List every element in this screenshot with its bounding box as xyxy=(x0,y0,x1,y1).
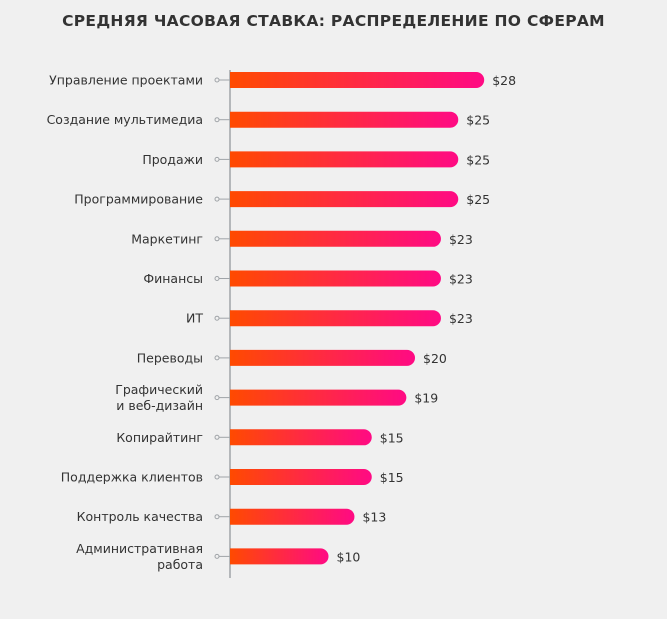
value-label: $25 xyxy=(466,152,490,167)
value-label: $23 xyxy=(449,272,473,287)
category-label: Управление проектами xyxy=(49,73,203,88)
connector-dot xyxy=(214,474,220,480)
category-label: Переводы xyxy=(137,350,203,365)
category-label: ИТ xyxy=(186,311,203,326)
category-label-line: Программирование xyxy=(74,192,203,207)
value-label: $25 xyxy=(466,113,490,128)
value-label: $23 xyxy=(449,232,473,247)
category-label: Программирование xyxy=(74,192,203,207)
connector-dot xyxy=(214,236,220,242)
bar xyxy=(230,191,459,208)
bar xyxy=(230,270,441,287)
category-label-line: Поддержка клиентов xyxy=(61,470,203,485)
bar xyxy=(230,111,459,128)
value-label: $25 xyxy=(466,192,490,207)
value-label: $19 xyxy=(414,391,438,406)
value-label: $20 xyxy=(423,351,447,366)
connector-dot xyxy=(214,196,220,202)
connector-dot xyxy=(214,395,220,401)
connector-dot xyxy=(214,514,220,520)
bar xyxy=(230,151,459,168)
connector-dot xyxy=(214,315,220,321)
category-label: Поддержка клиентов xyxy=(61,470,203,485)
category-label-line: Создание мультимедиа xyxy=(47,112,203,127)
category-label-line: Управление проектами xyxy=(49,73,203,88)
value-label: $15 xyxy=(380,430,404,445)
category-label-line: Переводы xyxy=(137,350,203,365)
category-label: Создание мультимедиа xyxy=(47,112,203,127)
bar xyxy=(230,469,372,485)
connector-dot xyxy=(214,77,220,83)
category-label-line: Маркетинг xyxy=(131,231,203,246)
category-label: Финансы xyxy=(143,271,203,286)
category-label-line: Продажи xyxy=(142,152,203,167)
bar xyxy=(230,310,441,327)
value-label: $13 xyxy=(362,510,386,525)
connector-dot xyxy=(214,355,220,361)
category-label-line: ИТ xyxy=(186,311,203,326)
chart-title: СРЕДНЯЯ ЧАСОВАЯ СТАВКА: РАСПРЕДЕЛЕНИЕ ПО… xyxy=(62,12,605,30)
category-label-line: Графический xyxy=(115,382,203,397)
category-label-line: работа xyxy=(157,557,203,572)
bar xyxy=(230,508,355,525)
category-label-line: Финансы xyxy=(143,271,203,286)
bar xyxy=(230,429,372,446)
bar xyxy=(230,72,485,88)
category-label-line: и веб-дизайн xyxy=(116,398,203,413)
bar xyxy=(230,548,329,565)
category-label: Графический и веб-дизайн xyxy=(115,382,203,413)
value-label: $28 xyxy=(492,73,516,88)
connector-dot xyxy=(214,117,220,123)
connector-dot xyxy=(214,553,220,559)
value-label: $10 xyxy=(337,549,361,564)
category-label: Копирайтинг xyxy=(116,430,203,445)
category-label: Административная работа xyxy=(76,541,203,572)
value-label: $15 xyxy=(380,470,404,485)
value-label: $23 xyxy=(449,311,473,326)
category-label: Маркетинг xyxy=(131,231,203,246)
category-label-line: Копирайтинг xyxy=(116,430,203,445)
bar xyxy=(230,230,441,247)
connector-dot xyxy=(214,434,220,440)
bar xyxy=(230,389,407,406)
bar xyxy=(230,349,415,366)
connector-dot xyxy=(214,276,220,281)
connector-dot xyxy=(214,156,220,162)
category-label: Продажи xyxy=(142,152,203,167)
category-label-line: Контроль качества xyxy=(77,509,203,524)
category-label-line: Административная xyxy=(76,541,203,556)
category-label: Контроль качества xyxy=(77,509,203,524)
